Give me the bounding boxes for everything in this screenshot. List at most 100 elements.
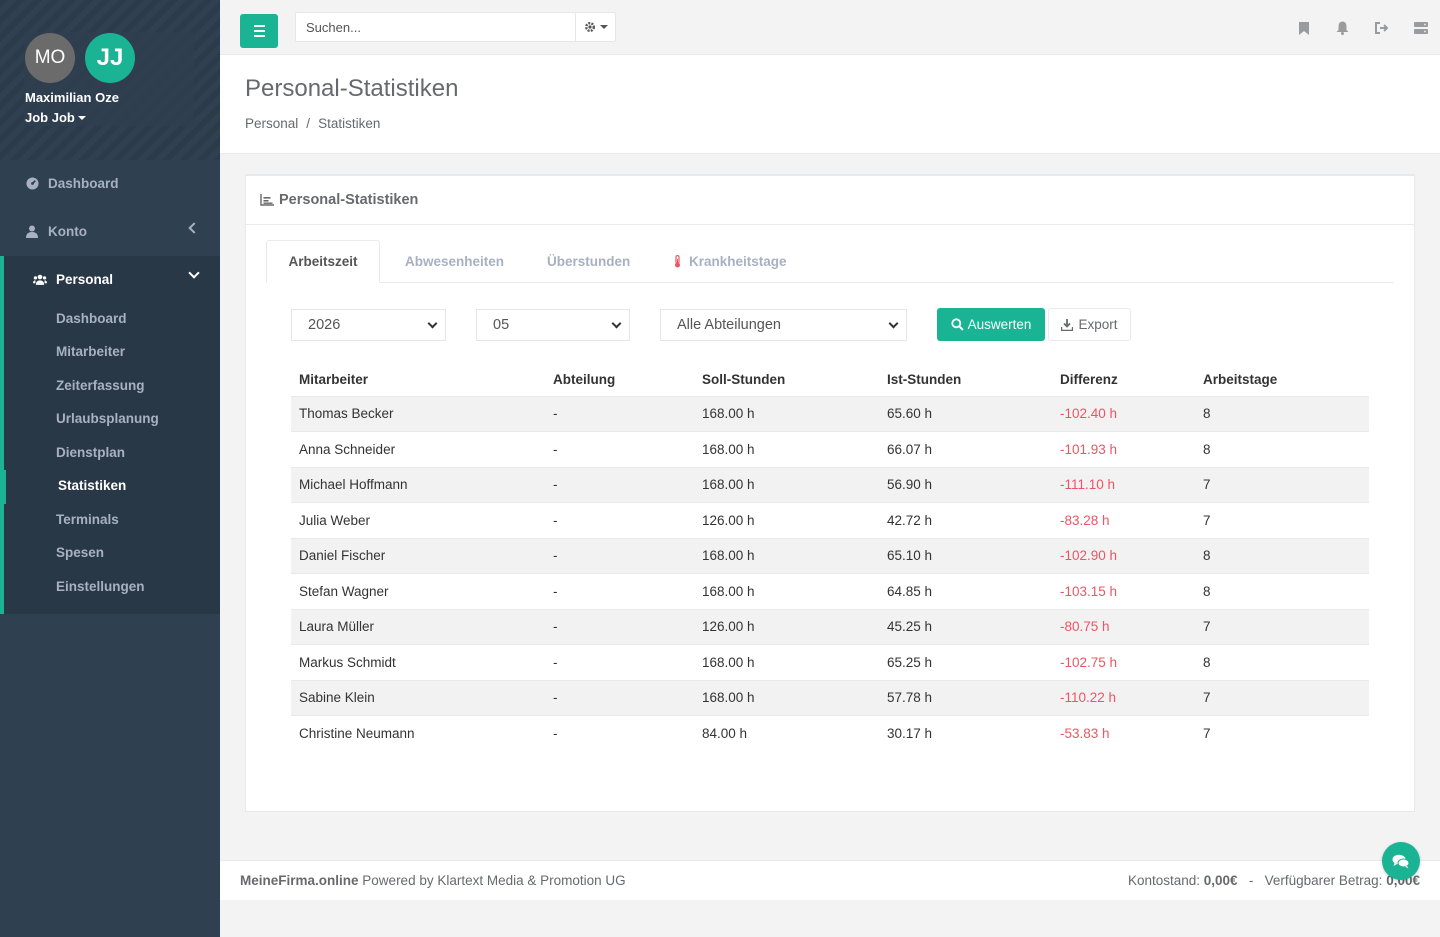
cell-mitarbeiter: Anna Schneider [291,431,545,467]
chevron-down-icon [188,267,200,279]
cell-abteilung: - [545,502,694,538]
breadcrumb-item-statistiken: Statistiken [318,116,381,131]
cell-mitarbeiter: Sabine Klein [291,679,545,716]
balance-value: 0,00€ [1203,873,1238,888]
chat-button[interactable] [1382,842,1420,880]
user-role-dropdown[interactable]: Job Job [25,110,86,125]
user-role: Job Job [25,110,75,125]
breadcrumb-item-personal[interactable]: Personal [245,116,299,131]
tab-label: Arbeitszeit [288,254,358,269]
subnav-item-zeiterfassung[interactable]: Zeiterfassung [56,378,145,393]
sign-out-icon[interactable] [1362,18,1401,38]
page-title: Personal-Statistiken [245,75,459,102]
bookmark-icon[interactable] [1284,18,1323,38]
cell-ist-stunden: 66.07 h [879,431,1052,467]
cell-soll-stunden: 168.00 h [694,644,879,680]
cell-abteilung: - [545,573,694,609]
month-select-value: 05 [493,317,510,333]
export-label: Export [1078,317,1118,332]
sidebar-item-konto[interactable]: Konto [0,208,220,254]
year-select[interactable]: 2026 [291,309,446,341]
subnav-item-mitarbeiter[interactable]: Mitarbeiter [56,344,126,359]
page-heading: Personal-Statistiken Personal / Statisti… [220,55,1440,154]
tab-ueberstunden[interactable]: Überstunden [547,240,630,283]
cell-mitarbeiter: Michael Hoffmann [291,466,545,503]
footer-left: MeineFirma.online Powered by Klartext Me… [240,873,626,888]
month-select[interactable]: 05 [476,309,630,341]
menu-toggle-button[interactable] [240,14,278,48]
tab-label: Krankheitstage [689,254,787,269]
cell-differenz: -111.10 h [1052,466,1195,503]
cell-abteilung: - [545,715,694,751]
search-options-button[interactable] [575,13,615,41]
caret-down-icon [77,115,86,120]
bars-icon [253,25,265,27]
cell-arbeitstage: 7 [1195,715,1369,751]
column-header-soll-stunden: Soll-Stunden [694,364,879,397]
sidebar-item-label: Konto [48,223,87,239]
subnav-item-dashboard[interactable]: Dashboard [56,311,127,326]
avatar-secondary[interactable]: JJ [85,33,135,83]
tab-label: Überstunden [547,254,631,269]
cell-mitarbeiter: Stefan Wagner [291,573,545,609]
export-button[interactable]: Export [1048,308,1131,341]
department-select-value: Alle Abteilungen [677,317,781,333]
evaluate-button[interactable]: Auswerten [937,308,1045,341]
cell-mitarbeiter: Thomas Becker [291,395,545,432]
cell-arbeitstage: 7 [1195,679,1369,716]
sidebar-item-personal[interactable]: Personal [0,256,220,302]
footer-powered: Powered by Klartext Media & Promotion UG [362,873,626,888]
cell-mitarbeiter: Markus Schmidt [291,644,545,680]
cell-differenz: -102.40 h [1052,395,1195,432]
bell-icon[interactable] [1323,18,1362,38]
footer-right: Kontostand: 0,00€ - Verfügbarer Betrag: … [1128,873,1420,888]
tab-krankheitstage[interactable]: Krankheitstage [674,240,787,283]
cell-arbeitstage: 7 [1195,502,1369,538]
footer-brand: MeineFirma.online [240,873,359,888]
cell-differenz: -102.90 h [1052,537,1195,574]
sidebar-item-dashboard[interactable]: Dashboard [0,160,220,206]
sidebar-item-label: Dashboard [48,175,119,191]
cell-ist-stunden: 30.17 h [879,715,1052,751]
subnav-item-einstellungen[interactable]: Einstellungen [56,579,145,594]
cell-arbeitstage: 7 [1195,466,1369,503]
tab-abwesenheiten[interactable]: Abwesenheiten [405,240,504,283]
balance-label: Kontostand: [1127,873,1201,888]
avatar[interactable]: MO [25,33,75,83]
subnav-item-terminals[interactable]: Terminals [56,512,119,527]
cell-arbeitstage: 7 [1195,608,1369,645]
top-icons [1284,18,1440,38]
users-icon [33,272,47,286]
table-row: Christine Neumann -84.00 h 30.17 h -53.83 h… [291,715,1369,751]
breadcrumb: Personal / Statistiken [245,116,380,131]
comments-icon [1392,854,1410,868]
server-icon[interactable] [1401,18,1440,38]
subnav-item-urlaubsplanung[interactable]: Urlaubsplanung [56,411,159,426]
gear-icon [584,22,595,32]
subnav-item-spesen[interactable]: Spesen [56,545,105,560]
search-input[interactable] [296,13,575,41]
subnav-item-dienstplan[interactable]: Dienstplan [56,445,126,460]
department-select[interactable]: Alle Abteilungen [660,309,907,341]
panel-title: Personal-Statistiken [279,192,419,208]
tab-arbeitszeit[interactable]: Arbeitszeit [266,240,380,283]
cell-soll-stunden: 168.00 h [694,431,879,467]
cell-ist-stunden: 57.78 h [879,679,1052,716]
evaluate-label: Auswerten [967,317,1032,332]
cell-soll-stunden: 168.00 h [694,537,879,574]
cell-ist-stunden: 56.90 h [879,466,1052,503]
cell-abteilung: - [545,644,694,680]
subnav-item-statistiken[interactable]: Statistiken [58,478,127,493]
chevron-down-icon [888,318,899,329]
column-header-abteilung: Abteilung [545,364,694,397]
cell-soll-stunden: 126.00 h [694,502,879,538]
table-header-row: Mitarbeiter Abteilung Soll-Stunden Ist-S… [291,364,1369,397]
cell-soll-stunden: 168.00 h [694,395,879,432]
cell-mitarbeiter: Julia Weber [291,502,545,538]
